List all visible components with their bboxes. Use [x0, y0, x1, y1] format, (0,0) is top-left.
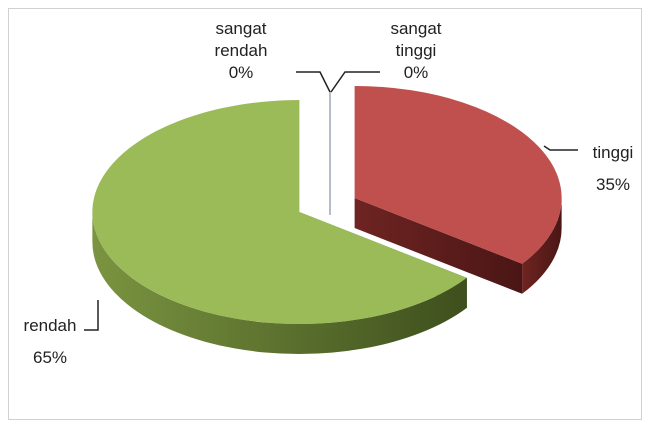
data-label: sangat rendah 0% — [205, 18, 277, 84]
leader-line — [296, 71, 331, 93]
label-value: 65% — [32, 348, 68, 367]
data-label: tinggi 35% — [578, 137, 648, 201]
slice-side — [522, 197, 562, 294]
label-value: 0% — [228, 63, 254, 82]
label-category: tinggi — [592, 143, 634, 162]
pie-slice — [354, 85, 562, 264]
label-category: rendah — [23, 316, 77, 335]
leader-line — [84, 300, 99, 331]
slice-cut-face — [354, 197, 523, 294]
data-label: sangat tinggi 0% — [380, 18, 452, 84]
pie-slice — [92, 100, 467, 325]
data-label: rendah 65% — [14, 310, 86, 374]
pie — [92, 85, 562, 355]
label-value: 0% — [403, 63, 429, 82]
leader-lines — [84, 71, 578, 331]
label-category: sangat rendah — [214, 19, 268, 60]
label-category: sangat tinggi — [390, 19, 442, 60]
leader-line — [543, 145, 578, 151]
leader-line — [330, 71, 380, 93]
slice-side — [92, 212, 467, 355]
label-value: 35% — [595, 175, 631, 194]
